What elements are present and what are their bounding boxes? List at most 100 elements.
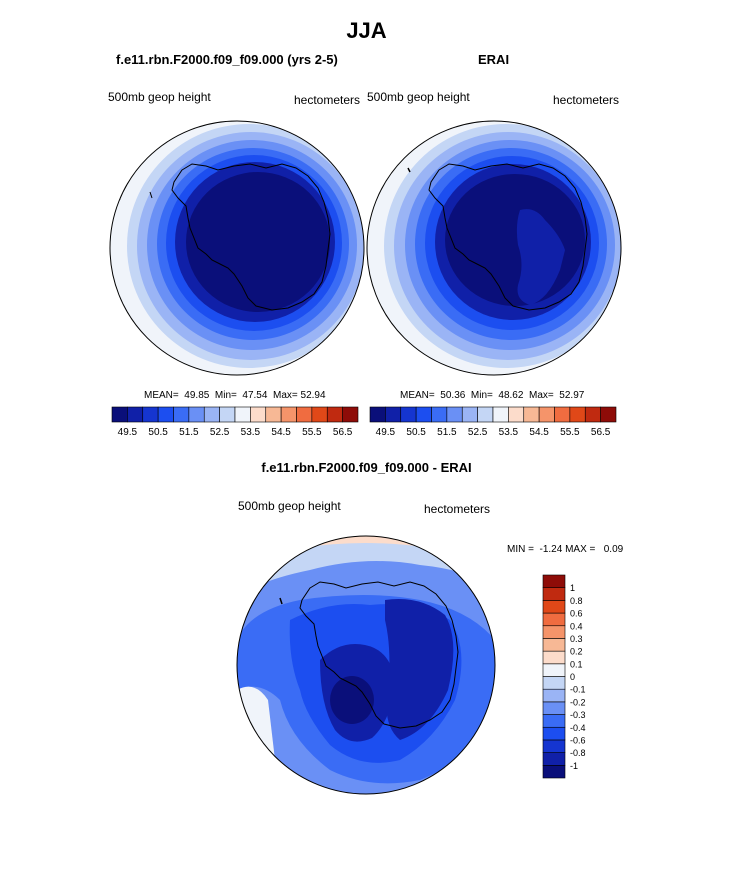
main-title: JJA bbox=[346, 18, 387, 43]
colorbar-1-tick-label: 51.5 bbox=[179, 427, 199, 438]
panel-1-min: 47.54 bbox=[242, 390, 268, 401]
colorbar-2-swatch bbox=[554, 406, 571, 423]
colorbar-panel-2: 49.5 50.5 51.5 52.5 53.5 54.5 55.5 56.5 bbox=[369, 406, 617, 438]
colorbar-1-swatch bbox=[173, 406, 190, 423]
colorbar-diff-swatch bbox=[542, 612, 566, 627]
panel-1-units-label: hectometers bbox=[294, 93, 361, 107]
colorbar-diff-tick-label: -0.3 bbox=[570, 710, 586, 720]
colorbar-1-swatch bbox=[157, 406, 174, 423]
colorbar-diff-swatch bbox=[542, 676, 566, 690]
colorbar-1-swatch bbox=[219, 406, 236, 423]
colorbar-1-tick-label: 54.5 bbox=[271, 427, 291, 438]
colorbar-2-swatch bbox=[369, 406, 386, 423]
panel-3-units-label: hectometers bbox=[424, 502, 491, 516]
colorbar-2-swatch bbox=[584, 406, 601, 423]
colorbar-2-tick-label: 51.5 bbox=[437, 427, 457, 438]
colorbar-2-tick-label: 52.5 bbox=[468, 427, 488, 438]
colorbar-1-swatch bbox=[250, 406, 267, 423]
colorbar-diff-tick-label: 0 bbox=[570, 672, 575, 682]
colorbar-1-tick-label: 52.5 bbox=[210, 427, 230, 438]
colorbar-diff-tick-label: -0.8 bbox=[570, 748, 586, 758]
colorbar-1-swatch bbox=[342, 406, 359, 423]
colorbar-2-swatch bbox=[508, 406, 525, 423]
panel-3-min: -1.24 bbox=[539, 544, 563, 555]
colorbar-diff-tick-label: -0.6 bbox=[570, 735, 586, 745]
panel-2-units-label: hectometers bbox=[553, 93, 620, 107]
colorbar-diff-tick-label: -0.2 bbox=[570, 697, 586, 707]
map-panel-1 bbox=[109, 120, 365, 376]
colorbar-diff-swatch bbox=[542, 752, 566, 766]
colorbar-1-tick-label: 56.5 bbox=[333, 427, 353, 438]
colorbar-2-swatch bbox=[385, 406, 402, 423]
colorbar-2-swatch bbox=[400, 406, 417, 423]
colorbar-diff-tick-label: -0.4 bbox=[570, 723, 586, 733]
colorbar-diff-tick-label: 0.2 bbox=[570, 647, 583, 657]
colorbar-diff-swatch bbox=[542, 663, 566, 677]
colorbar-diff-swatch bbox=[542, 714, 566, 728]
colorbar-2-swatch bbox=[477, 406, 494, 423]
panel-2-min: 48.62 bbox=[498, 390, 524, 401]
colorbar-2-swatch bbox=[600, 406, 617, 423]
panel-3-max: 0.09 bbox=[603, 544, 624, 555]
colorbar-2-swatch bbox=[415, 406, 432, 423]
colorbar-diff-tick-label: -0.1 bbox=[570, 685, 586, 695]
panel-2-mean: 50.36 bbox=[440, 390, 466, 401]
panel-3-stats: MIN = -1.24 MAX = 0.09 bbox=[507, 544, 624, 555]
colorbar-2-tick-label: 55.5 bbox=[560, 427, 580, 438]
colorbar-1-swatch bbox=[296, 406, 313, 423]
colorbar-diff-swatch bbox=[542, 638, 566, 652]
colorbar-2-tick-label: 54.5 bbox=[529, 427, 549, 438]
panel-2-max: 52.97 bbox=[559, 390, 585, 401]
colorbar-1-tick-label: 53.5 bbox=[241, 427, 261, 438]
colorbar-1-swatch bbox=[326, 406, 343, 423]
panel-2-title: ERAI bbox=[478, 52, 510, 67]
colorbar-2-tick-label: 56.5 bbox=[591, 427, 611, 438]
colorbar-1-tick-label: 55.5 bbox=[302, 427, 322, 438]
colorbar-diff-tick-label: 0.8 bbox=[570, 596, 583, 606]
colorbar-diff-tick-label: 0.1 bbox=[570, 659, 583, 669]
colorbar-1-swatch bbox=[142, 406, 159, 423]
colorbar-difference: -1 -0.8 -0.6 -0.4 -0.3 -0.2 -0.1 0 0.1 0.2 0.3 0.4 0… bbox=[542, 574, 586, 779]
colorbar-1-swatch bbox=[234, 406, 251, 423]
colorbar-2-swatch bbox=[538, 406, 555, 423]
colorbar-2-swatch bbox=[492, 406, 509, 423]
colorbar-diff-swatch bbox=[542, 726, 566, 741]
colorbar-diff-swatch bbox=[542, 688, 566, 703]
colorbar-2-swatch bbox=[523, 406, 540, 423]
panel-1-variable-label: 500mb geop height bbox=[108, 90, 211, 104]
colorbar-2-swatch bbox=[569, 406, 586, 423]
panel-3-title: f.e11.rbn.F2000.f09_f09.000 - ERAI bbox=[261, 460, 472, 475]
colorbar-2-tick-label: 53.5 bbox=[499, 427, 519, 438]
colorbar-diff-swatch bbox=[542, 587, 566, 601]
colorbar-panel-1: 49.5 50.5 51.5 52.5 53.5 54.5 55.5 56.5 bbox=[111, 406, 359, 438]
colorbar-1-swatch bbox=[311, 406, 328, 423]
colorbar-diff-tick-label: 0.3 bbox=[570, 634, 583, 644]
colorbar-diff-swatch bbox=[542, 574, 566, 588]
colorbar-1-swatch bbox=[280, 406, 297, 423]
colorbar-1-tick-label: 49.5 bbox=[118, 427, 138, 438]
colorbar-1-swatch bbox=[265, 406, 282, 423]
colorbar-2-swatch bbox=[461, 406, 478, 423]
panel-2-variable-label: 500mb geop height bbox=[367, 90, 470, 104]
colorbar-diff-tick-label: 0.4 bbox=[570, 621, 583, 631]
colorbar-1-swatch bbox=[127, 406, 144, 423]
colorbar-diff-tick-label: 1 bbox=[570, 583, 575, 593]
colorbar-diff-swatch bbox=[542, 625, 566, 639]
colorbar-diff-swatch bbox=[542, 765, 566, 779]
colorbar-2-swatch bbox=[446, 406, 463, 423]
panel-1-mean: 49.85 bbox=[184, 390, 210, 401]
colorbar-2-tick-label: 50.5 bbox=[406, 427, 426, 438]
panel-1-title: f.e11.rbn.F2000.f09_f09.000 (yrs 2-5) bbox=[116, 52, 338, 67]
panel-3-variable-label: 500mb geop height bbox=[238, 499, 341, 513]
colorbar-2-swatch bbox=[431, 406, 448, 423]
panel-1-max: 52.94 bbox=[300, 390, 326, 401]
colorbar-1-swatch bbox=[111, 406, 128, 423]
colorbar-1-tick-label: 50.5 bbox=[148, 427, 168, 438]
panel-1-stats: MEAN= 49.85 Min= 47.54 Max= 52.94 bbox=[144, 390, 326, 401]
colorbar-diff-tick-label: 0.6 bbox=[570, 609, 583, 619]
colorbar-diff-swatch bbox=[542, 600, 566, 614]
colorbar-diff-swatch bbox=[542, 650, 566, 665]
colorbar-diff-tick-label: -1 bbox=[570, 761, 578, 771]
map-panel-3 bbox=[236, 535, 496, 795]
